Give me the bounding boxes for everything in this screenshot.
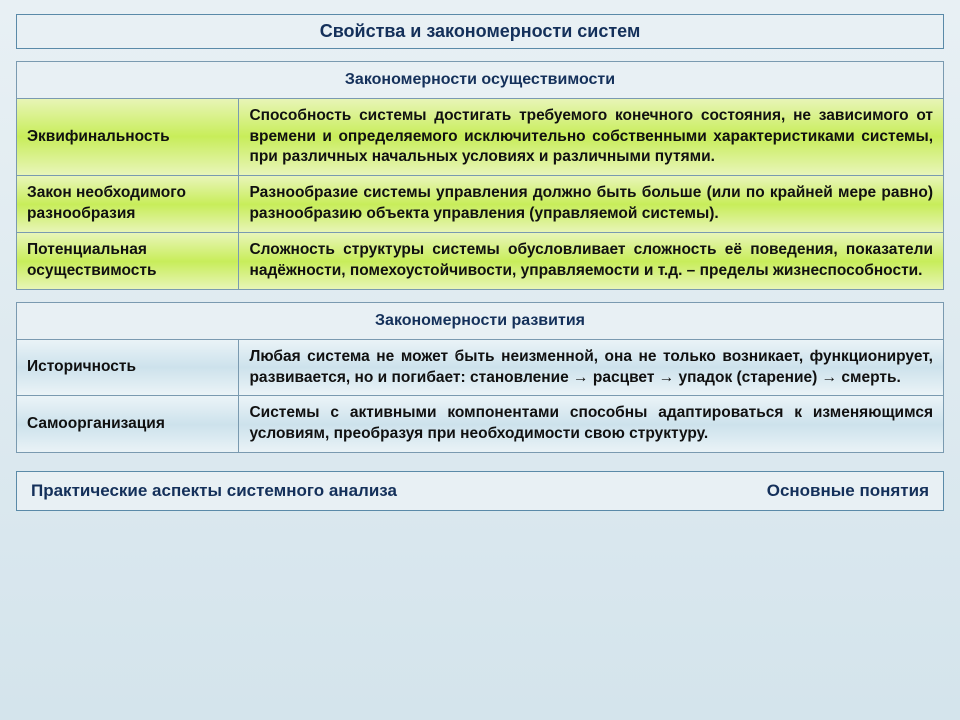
table-row: Эквифинальность Способность системы дост… [17, 98, 944, 176]
table-feasibility: Закономерности осуществимости Эквифиналь… [16, 61, 944, 290]
term-cell: Самоорганизация [17, 396, 239, 453]
footer-bar: Практические аспекты системного анализа … [16, 471, 944, 511]
term-cell: Потенциальная осуществимость [17, 233, 239, 290]
term-cell: Эквифинальность [17, 98, 239, 176]
table-row: Закон необходимого разнообразия Разнообр… [17, 176, 944, 233]
footer-right: Основные понятия [767, 481, 929, 501]
page-title: Свойства и закономерности систем [16, 14, 944, 49]
table-development: Закономерности развития Историчность Люб… [16, 302, 944, 453]
term-cell: Закон необходимого разнообразия [17, 176, 239, 233]
table-row: Потенциальная осуществимость Сложность с… [17, 233, 944, 290]
section1-header: Закономерности осуществимости [17, 62, 944, 99]
table-row: Историчность Любая система не может быть… [17, 339, 944, 396]
desc-cell: Системы с активными компонентами способн… [239, 396, 944, 453]
footer-left: Практические аспекты системного анализа [31, 481, 397, 501]
term-cell: Историчность [17, 339, 239, 396]
section2-header: Закономерности развития [17, 303, 944, 340]
table-row: Самоорганизация Системы с активными комп… [17, 396, 944, 453]
desc-cell: Способность системы достигать требуемого… [239, 98, 944, 176]
desc-cell: Любая система не может быть неизменной, … [239, 339, 944, 396]
desc-cell: Сложность структуры системы обусловливае… [239, 233, 944, 290]
desc-cell: Разнообразие системы управления должно б… [239, 176, 944, 233]
